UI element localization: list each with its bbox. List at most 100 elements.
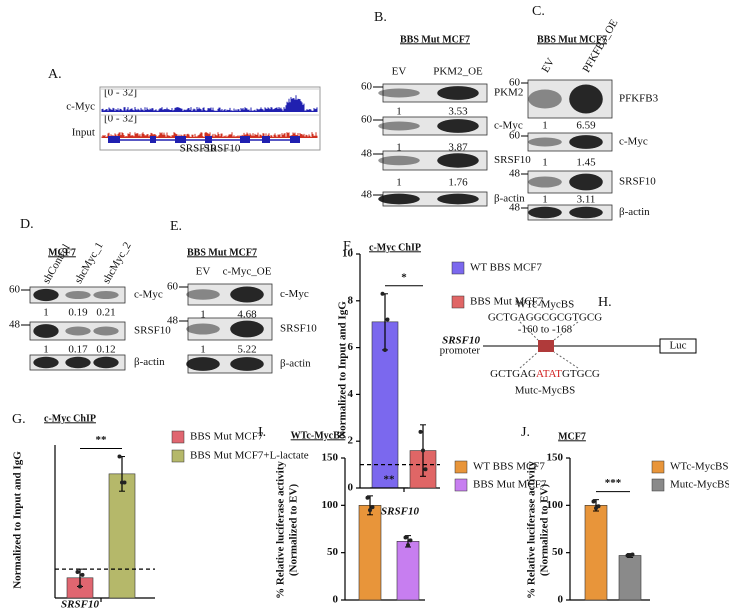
band-quant: 1 [542, 120, 548, 132]
protein-label: β-actin [619, 206, 650, 218]
data-point [423, 467, 428, 472]
promoter-name: SRSF10 [442, 335, 480, 347]
y-axis-label: Normalized to Input and IgG [337, 301, 349, 439]
legend-swatch [171, 430, 185, 444]
zoom [553, 321, 579, 341]
band-quant: 3.11 [577, 194, 596, 206]
data-point [383, 347, 387, 352]
y-tick-label: 100 [547, 499, 564, 511]
y-tick-label: 10 [342, 248, 354, 260]
band [569, 173, 603, 191]
band-quant: 0.12 [96, 344, 115, 356]
significance: ** [96, 434, 108, 446]
mw-marker: 60 [167, 281, 179, 293]
mut-seq-part: GCTGAG [490, 368, 536, 380]
data-point [408, 538, 413, 543]
chart-title: c-Myc ChIP [44, 413, 96, 424]
data-point [421, 448, 425, 453]
band-quant: 1 [43, 307, 49, 319]
protein-label: SRSF10 [494, 154, 531, 166]
legend-swatch [451, 261, 465, 275]
band [33, 288, 59, 302]
data-point [117, 454, 122, 459]
zoom [519, 321, 539, 341]
panel-letter: B. [374, 10, 387, 25]
chart-title: MCF7 [558, 431, 586, 442]
lane-label: EV [392, 66, 407, 78]
mw-marker: 48 [361, 189, 373, 201]
data-point [403, 535, 408, 540]
band [230, 286, 264, 303]
data-point [75, 570, 80, 575]
band [528, 137, 562, 147]
y-tick-label: 50 [552, 546, 564, 558]
chart-title: c-Myc ChIP [369, 242, 421, 253]
blot-title: BBS Mut MCF7 [537, 34, 607, 45]
y-tick-label: 8 [348, 294, 354, 306]
mut-seq: GCTGAGATATGTGCG [490, 368, 600, 380]
band-quant: 1 [200, 309, 206, 321]
y-tick-label: 4 [348, 388, 354, 400]
legend-label: BBS Mut MCF7 [473, 479, 547, 491]
bar [108, 473, 136, 599]
mw-marker: 60 [9, 284, 21, 296]
y-tick-label: 2 [348, 435, 354, 447]
band [437, 193, 479, 205]
panel-letter: H. [598, 295, 612, 310]
exon [290, 136, 300, 143]
track-range: [0 - 32] [104, 113, 137, 125]
legend-label: WT BBS MCF7 [473, 461, 545, 473]
mw-marker: 48 [167, 315, 179, 327]
data-point [80, 572, 85, 577]
legend-swatch [651, 460, 665, 474]
data-point [418, 429, 423, 434]
band [186, 289, 220, 300]
band [569, 135, 603, 149]
band-quant: 1 [396, 142, 402, 154]
mut-name: Mutc-MycBS [515, 385, 576, 397]
band [33, 356, 59, 369]
y-tick-label: 0 [558, 594, 564, 606]
legend-label: BBS Mut MCF7+L-lactate [190, 450, 309, 462]
panel-letter: G. [12, 412, 26, 427]
band-quant: 4.68 [237, 309, 257, 321]
band-quant: 1.45 [576, 157, 596, 169]
band [528, 89, 562, 109]
lane-label: EV [539, 56, 557, 75]
mw-marker: 48 [509, 168, 521, 180]
mw-marker: 48 [9, 319, 21, 331]
bar [358, 505, 382, 601]
data-point [406, 543, 410, 548]
band [378, 88, 420, 98]
band-quant: 1.76 [448, 177, 468, 189]
band [186, 357, 220, 371]
lane-label: EV [196, 266, 211, 278]
zoom [553, 351, 579, 369]
legend-swatch [171, 449, 185, 463]
band [569, 84, 603, 114]
band [437, 153, 479, 168]
band-quant: 6.59 [576, 120, 596, 132]
band [186, 323, 220, 335]
lane-label: PFKFB3_OE [580, 17, 620, 75]
protein-label: c-Myc [280, 288, 309, 300]
legend-swatch [454, 460, 468, 474]
protein-label: β-actin [280, 358, 311, 370]
protein-label: c-Myc [494, 120, 523, 132]
lane-label: c-Myc_OE [223, 266, 272, 278]
band [378, 121, 420, 131]
band-quant: 1 [542, 157, 548, 169]
protein-label: β-actin [494, 193, 525, 205]
legend-label: WTc-MycBS [670, 461, 729, 473]
legend-label: Mutc-MycBS [670, 479, 729, 491]
data-point [370, 505, 375, 510]
band-quant: 1 [396, 106, 402, 118]
band-quant: 1 [200, 344, 206, 356]
data-point [591, 499, 596, 504]
band-quant: 5.22 [237, 344, 256, 356]
position: -160 to -168 [518, 324, 573, 336]
exon [150, 136, 156, 143]
significance: * [401, 271, 407, 283]
gene-label: SRSF10 [180, 143, 217, 155]
bar [584, 505, 608, 601]
